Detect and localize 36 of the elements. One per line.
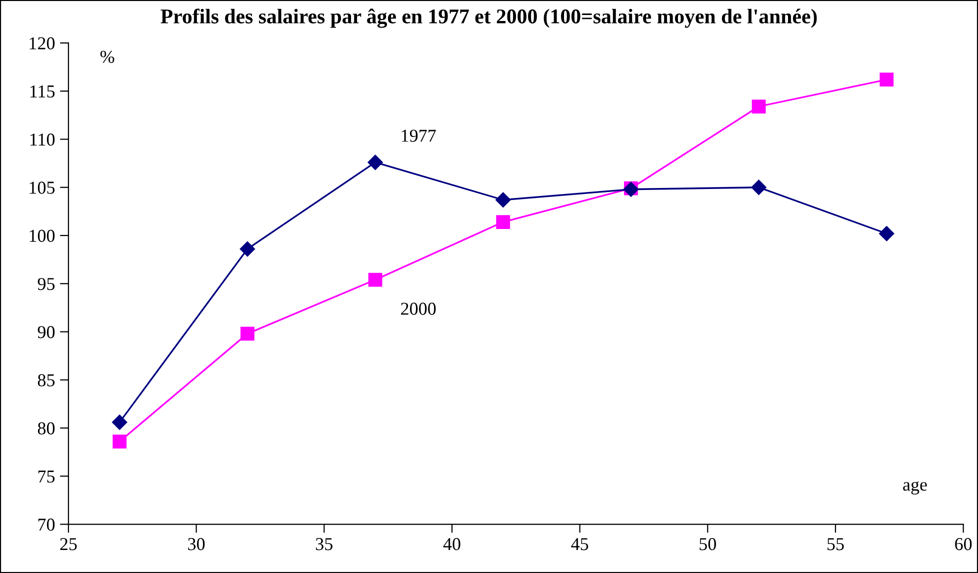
x-tick-label: 45 bbox=[571, 538, 588, 550]
point bbox=[751, 180, 766, 195]
y-tick-label: 70 bbox=[38, 518, 55, 531]
point bbox=[112, 414, 128, 430]
point bbox=[240, 241, 256, 257]
series-label: 1977 bbox=[402, 130, 436, 142]
y-axis-title: % bbox=[100, 50, 114, 63]
y-tick-label: 110 bbox=[30, 133, 55, 146]
x-tick-label: 55 bbox=[828, 538, 844, 550]
point bbox=[496, 215, 510, 229]
point bbox=[879, 226, 894, 242]
y-tick-label: 120 bbox=[30, 37, 55, 50]
y-tick-label: 115 bbox=[30, 85, 55, 98]
x-tick-label: 30 bbox=[188, 538, 205, 550]
x-tick-label: 50 bbox=[700, 538, 716, 550]
y-tick-label: 75 bbox=[38, 470, 55, 483]
point bbox=[112, 434, 127, 448]
x-tick-label: 40 bbox=[443, 538, 460, 550]
y-tick-label: 90 bbox=[38, 326, 55, 338]
x-tick-label: 25 bbox=[60, 538, 77, 550]
point bbox=[368, 154, 383, 170]
point bbox=[752, 100, 766, 114]
point bbox=[496, 192, 511, 208]
point bbox=[880, 72, 894, 86]
x-axis-title: age bbox=[903, 481, 927, 494]
series-label: 2000 bbox=[401, 302, 436, 315]
y-tick-label: 105 bbox=[30, 182, 55, 194]
y-tick-label: 95 bbox=[38, 278, 55, 290]
point bbox=[368, 272, 382, 287]
y-tick-label: 100 bbox=[30, 230, 55, 242]
x-tick-label: 60 bbox=[955, 538, 972, 550]
chart-title: Profils des salaires par âge en 1977 et 2000 (100=salaire moyen de l'année) bbox=[160, 8, 817, 28]
y-tick-label: 80 bbox=[38, 422, 55, 434]
x-tick-label: 35 bbox=[316, 538, 332, 550]
y-tick-label: 85 bbox=[38, 374, 55, 386]
point bbox=[240, 326, 254, 341]
